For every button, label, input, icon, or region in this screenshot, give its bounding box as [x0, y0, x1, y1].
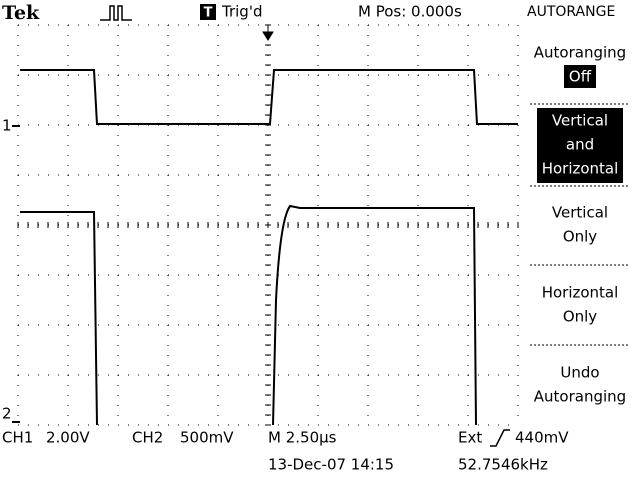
state-box: [564, 65, 596, 88]
acquire-icon: [100, 5, 132, 21]
menu-title: AUTORANGE: [527, 4, 615, 20]
menu-item-state[interactable]: Off: [569, 68, 592, 86]
frequency: 52.7546kHz: [458, 456, 548, 474]
trigger-icon-box: [200, 4, 216, 20]
trigger-icon: T: [204, 6, 213, 21]
menu-item-line[interactable]: Horizontal: [542, 160, 619, 178]
ch1-scale: 2.00V: [46, 429, 90, 447]
ch1-label: CH1: [2, 429, 33, 447]
menu-item-line[interactable]: Vertical: [552, 204, 608, 222]
menu-item-line[interactable]: Autoranging: [534, 44, 626, 62]
brand: Tek: [2, 2, 40, 24]
ch2-scale: 500mV: [180, 429, 234, 447]
timebase: M 2.50µs: [268, 429, 337, 447]
selected-item-box: [537, 108, 623, 183]
trigger-level: 440mV: [515, 429, 569, 447]
trigger-position-marker: [262, 26, 274, 41]
ch1-waveform: [20, 69, 518, 125]
trigger-status: Trig'd: [221, 3, 262, 21]
ch2-marker: 2: [2, 405, 12, 423]
menu-item-line[interactable]: Autoranging: [534, 388, 626, 406]
ch2-label: CH2: [132, 429, 163, 447]
menu-item-line[interactable]: and: [566, 136, 594, 154]
menu-item-line[interactable]: Only: [563, 308, 597, 326]
menu-item-line[interactable]: Only: [563, 228, 597, 246]
menu-item-line[interactable]: Horizontal: [542, 284, 619, 302]
menu-item-line[interactable]: Undo: [560, 364, 599, 382]
ch1-marker: 1: [2, 117, 12, 135]
trigger-slope-icon: [490, 429, 510, 447]
trigger-source: Ext: [458, 429, 482, 447]
ch2-waveform: [20, 204, 477, 426]
menu-item-line[interactable]: Vertical: [552, 112, 608, 130]
menu-separators: [530, 103, 630, 346]
horizontal-position: M Pos: 0.000s: [358, 3, 462, 21]
datetime: 13-Dec-07 14:15: [268, 456, 394, 474]
